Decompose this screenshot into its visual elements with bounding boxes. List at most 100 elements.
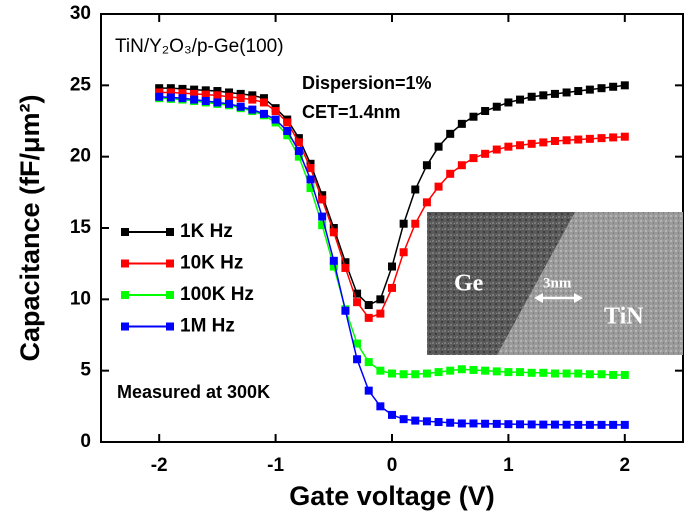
data-point [236,94,245,103]
data-point [388,262,396,271]
data-point [213,91,222,100]
y-tick-label: 20 [70,146,91,167]
data-point [201,97,210,106]
data-point [166,93,175,102]
legend-label: 1K Hz [180,221,233,242]
data-point [294,146,303,155]
data-point [620,370,629,379]
data-point [353,339,362,348]
annotation: Dispersion=1% [302,73,432,93]
inset-label: Ge [454,271,484,297]
data-point [399,370,408,379]
data-point [376,295,385,304]
data-point [597,84,606,93]
data-point [446,418,455,427]
data-point [574,369,583,378]
data-point [597,370,606,379]
data-point [422,198,431,207]
data-point [562,136,571,145]
data-point [492,145,501,154]
data-point [294,134,303,143]
data-point [306,159,315,168]
data-point [422,417,431,426]
data-point [609,133,618,142]
data-point [585,85,594,94]
y-tick-label: 25 [70,74,92,95]
data-point [411,219,420,228]
data-point [574,87,583,96]
inset-tin-region [497,212,683,355]
data-point [434,142,443,151]
legend-marker [121,291,129,299]
data-point [516,420,525,429]
data-point [294,152,303,161]
data-point [481,366,490,375]
data-point [539,420,548,429]
legend-marker [121,322,129,331]
data-point [201,90,210,99]
chart-title: TiN/Y₂O₃/p-Ge(100) [115,36,284,57]
data-point [259,94,268,103]
data-point [504,142,513,151]
data-point [399,415,408,424]
annotation: CET=1.4nm [302,102,401,122]
data-point [364,301,373,310]
data-point [213,98,222,107]
annotation: Measured at 300K [117,382,270,402]
data-point [609,370,618,379]
data-point [283,126,292,135]
data-point [155,84,164,93]
y-tick-label: 15 [70,217,92,238]
data-point [527,92,536,101]
data-point [527,420,536,429]
y-tick-label: 0 [80,431,91,452]
series [155,88,629,322]
data-point [434,368,443,377]
data-point [597,420,606,429]
data-point [190,89,199,98]
data-point [481,107,490,116]
legend-label: 1M Hz [180,316,235,337]
data-point [329,228,338,237]
data-point [434,418,443,427]
data-point [329,262,338,271]
data-point [422,161,431,170]
data-point [585,134,594,143]
data-point [225,88,234,97]
arrow-head [534,293,543,303]
data-point [609,82,618,91]
data-point [376,309,385,318]
data-point [446,129,455,138]
data-point [481,149,490,158]
arrow-head [574,293,583,303]
data-point [469,419,478,428]
inset-label: TiN [604,304,644,330]
data-point [341,263,350,272]
x-tick-label: -1 [267,455,284,476]
data-point [271,115,280,124]
data-point [550,369,559,378]
data-point [376,366,385,375]
data-point [492,367,501,376]
data-point [294,138,303,147]
data-point [213,87,222,96]
data-point [620,132,629,141]
data-point [434,182,443,191]
legend-label: 10K Hz [180,253,243,274]
data-point [306,164,315,173]
x-tick-label: 0 [387,455,398,476]
data-point [306,175,315,184]
data-point [388,283,396,292]
data-point [225,92,234,101]
data-point [457,119,466,128]
data-point [190,85,199,94]
legend-marker [121,259,129,268]
data-point [353,289,362,298]
data-point [306,184,315,193]
legend-marker [166,322,174,331]
data-point [457,161,466,170]
data-point [166,84,175,93]
data-point [422,369,431,378]
data-point [562,88,571,97]
series [155,92,629,429]
